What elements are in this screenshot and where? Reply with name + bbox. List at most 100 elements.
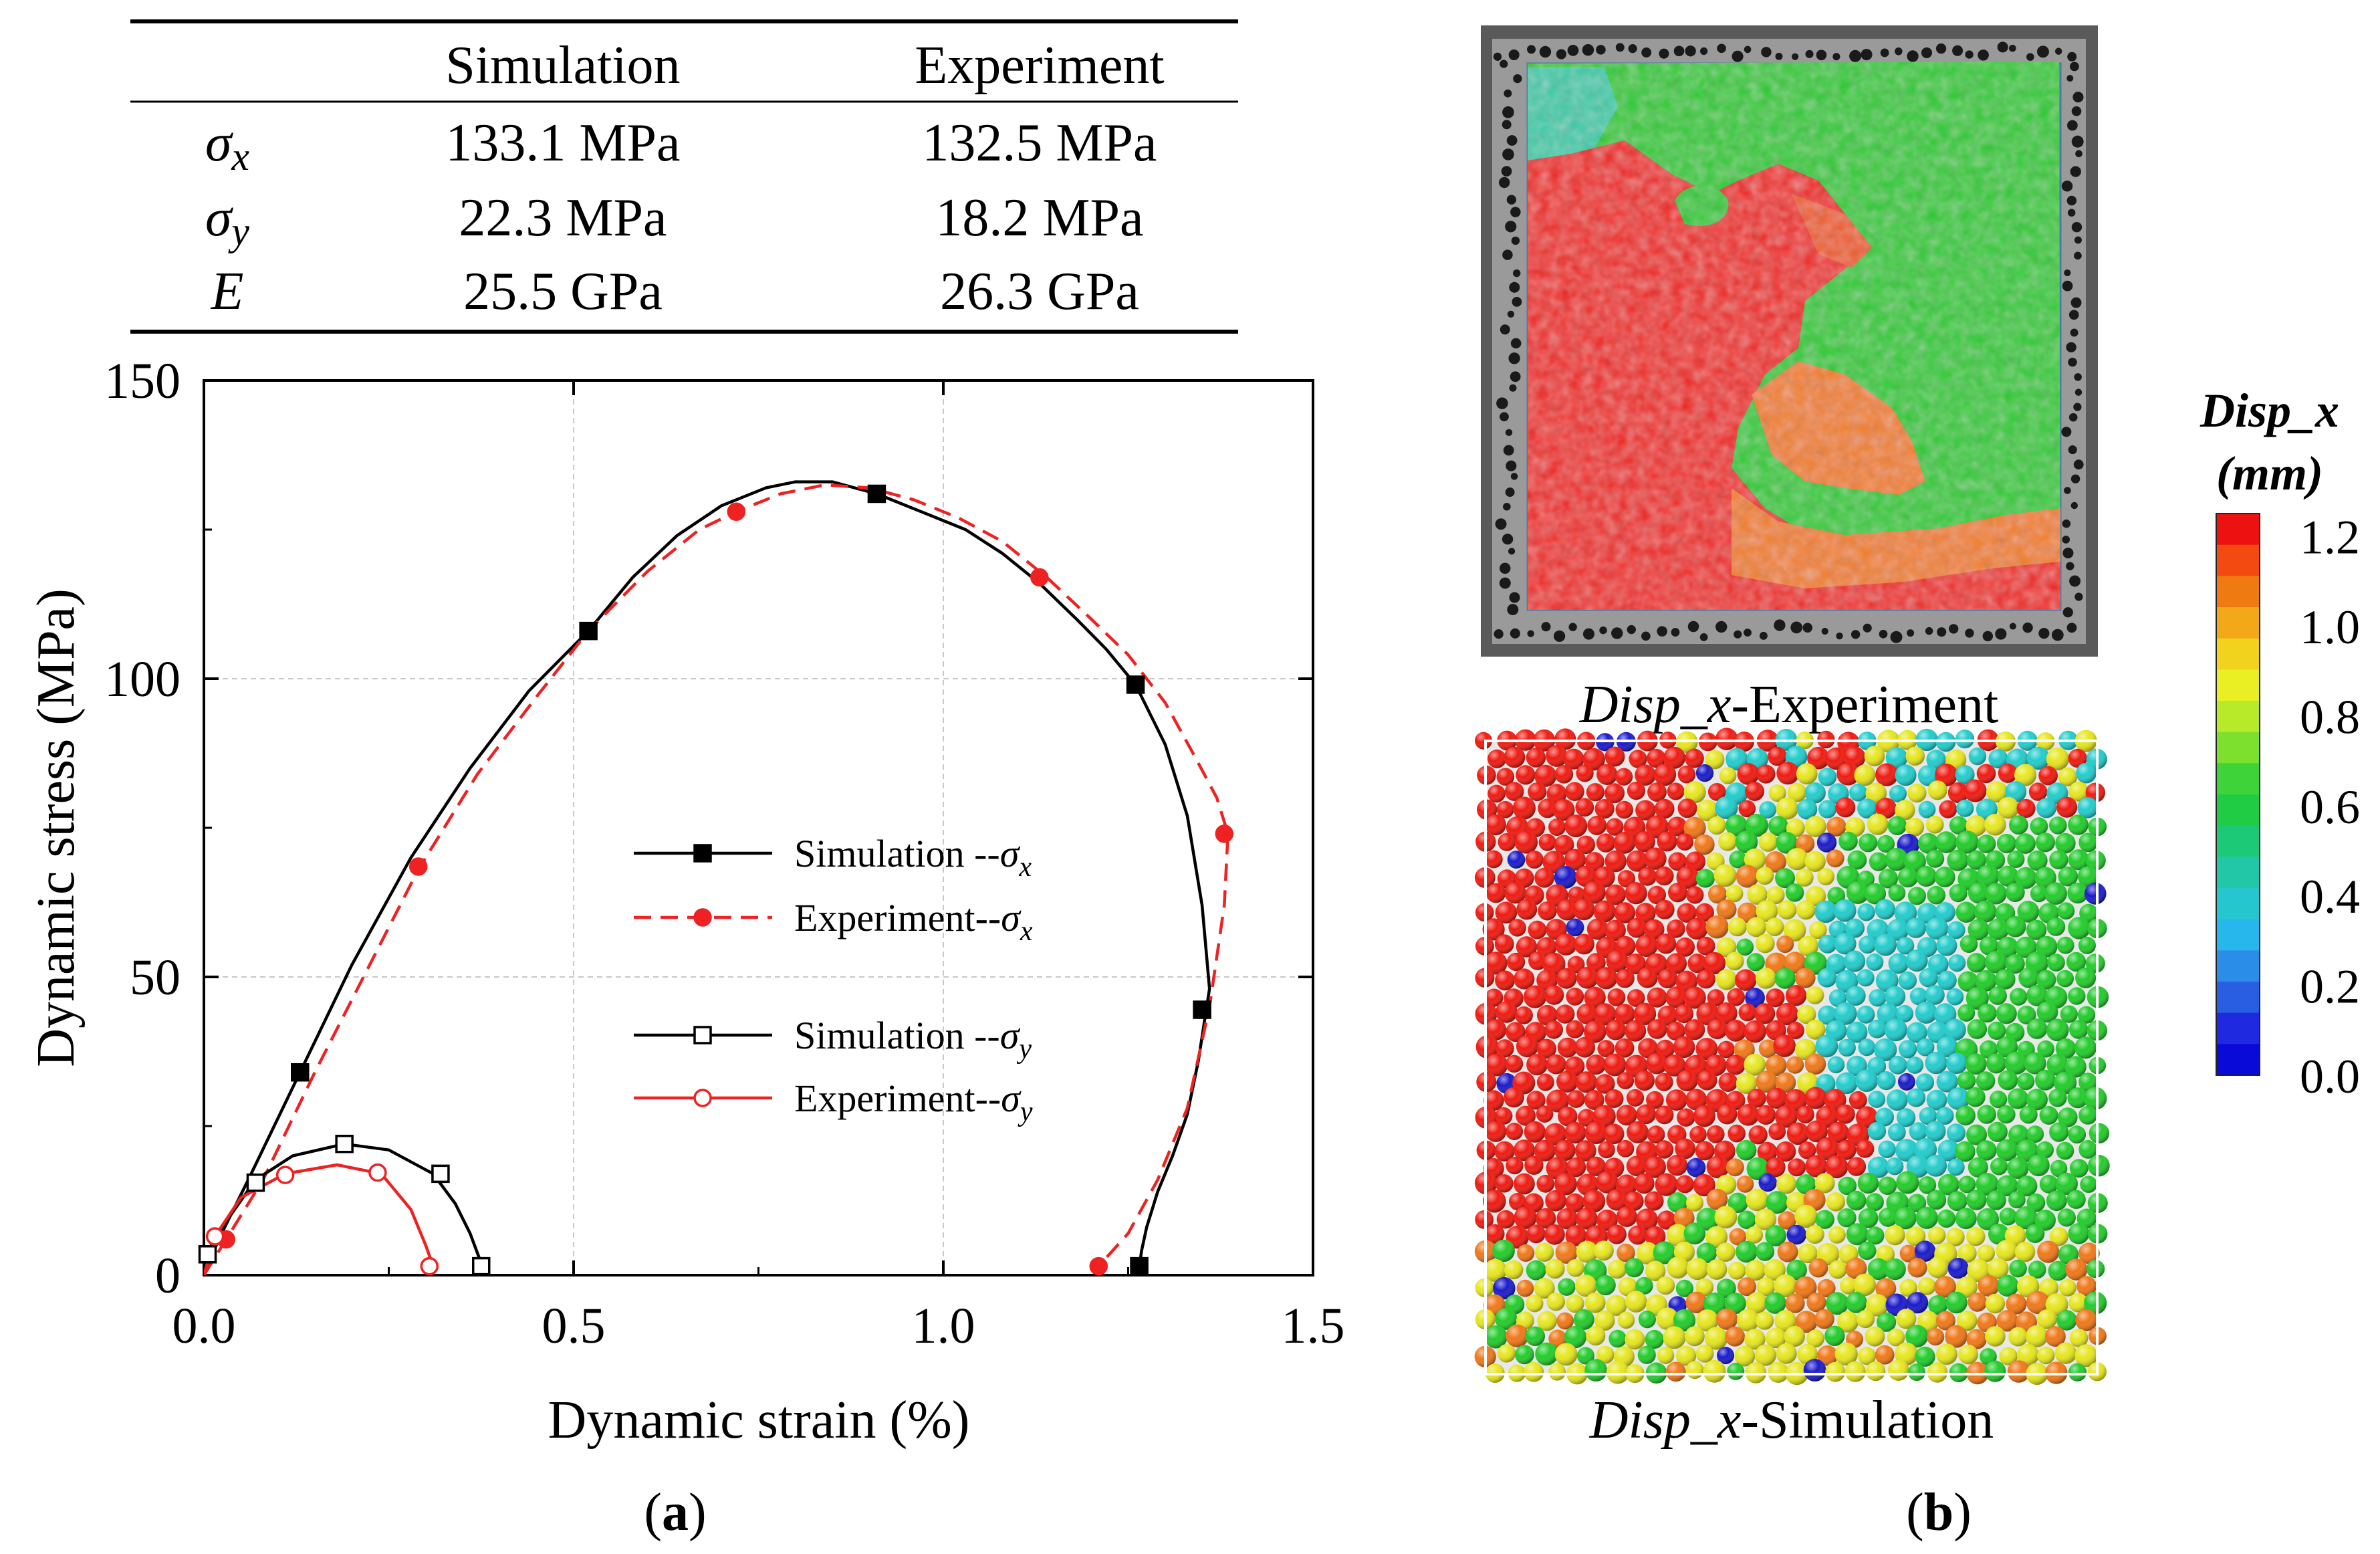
frame-dot	[1503, 445, 1514, 456]
particle-shade	[2006, 1293, 2027, 1315]
frame-dot	[1505, 487, 1515, 497]
particle-shade	[1844, 950, 1866, 972]
table-cell: 132.5 MPa	[922, 114, 1157, 173]
particle-shade	[1675, 1175, 1694, 1194]
particle-shade	[1906, 1022, 1927, 1043]
particle-shade	[1925, 917, 1949, 940]
particle-shade	[1874, 1038, 1897, 1061]
particle-shade	[1706, 1259, 1728, 1280]
frame-dot	[1627, 625, 1636, 635]
data-point	[368, 1163, 387, 1182]
particle-shade	[1596, 764, 1618, 786]
particle-shade	[1774, 1310, 1796, 1332]
particle-shade	[1634, 1070, 1655, 1091]
particle-shade	[1855, 1069, 1879, 1092]
plot-frame	[203, 379, 1314, 1276]
table-cell: 25.5 GPa	[463, 262, 663, 321]
particle-shade	[1955, 765, 1975, 784]
particle-shade	[1794, 1276, 1817, 1299]
particle-shade	[1598, 1141, 1615, 1159]
particle-shade	[1878, 1176, 1897, 1196]
particle-shade	[1728, 1192, 1748, 1214]
particle-shade	[1974, 900, 1997, 923]
particle-shade	[1716, 937, 1737, 958]
particle-shade	[1766, 1191, 1789, 1214]
particle-shade	[1663, 1326, 1686, 1349]
frame-dot	[1510, 338, 1522, 349]
particle-shade	[1968, 1157, 1988, 1178]
particle-shade	[1564, 1121, 1586, 1144]
frame-dot	[1511, 236, 1520, 245]
data-point	[291, 1063, 310, 1082]
particle-shade	[1615, 969, 1635, 988]
particle-shade	[1716, 899, 1737, 920]
particle-shade	[1663, 1054, 1686, 1077]
particle-shade	[1946, 988, 1964, 1006]
frame-dot	[1502, 249, 1513, 260]
particle-shade	[1828, 989, 1847, 1007]
particle-shade	[1555, 1241, 1578, 1264]
particle-shade	[1858, 1208, 1879, 1228]
particle-shade	[1905, 1226, 1926, 1246]
particle-shade	[1644, 1156, 1667, 1178]
particle-shade	[2016, 1343, 2039, 1366]
particle-shade	[1516, 936, 1538, 958]
particle-shade	[2077, 797, 2099, 818]
frame-dot	[1861, 49, 1873, 61]
particle-shade	[1835, 797, 1856, 818]
particle-shade	[2030, 885, 2048, 903]
particle-shade	[2086, 1259, 2105, 1279]
frame-dot	[1496, 397, 1508, 409]
frame-dot	[1502, 534, 1514, 545]
data-point	[335, 1135, 354, 1153]
particle-shade	[1719, 767, 1737, 784]
particle-shade	[1935, 902, 1955, 923]
particle-shade	[1495, 901, 1518, 924]
particle-shade	[1736, 1176, 1754, 1193]
particle-shade	[1745, 782, 1765, 801]
frame-dot	[1673, 45, 1685, 57]
particle-shade	[2057, 902, 2075, 920]
particle-shade	[1638, 1038, 1658, 1059]
particle-shade	[1666, 1021, 1685, 1041]
frame-dot	[1499, 562, 1511, 574]
particle-shade	[1824, 1089, 1847, 1111]
particle-shade	[1586, 1156, 1606, 1176]
particle-shade	[1635, 800, 1656, 821]
frame-dot	[2070, 62, 2079, 72]
particle-shade	[1818, 935, 1837, 954]
particle-shade	[1776, 935, 1794, 954]
particle-shade	[1557, 1037, 1578, 1058]
particle-shade	[1737, 1104, 1760, 1126]
particle-shade	[1615, 768, 1633, 786]
particle-shade	[1837, 1311, 1859, 1333]
particle-shade	[1998, 1070, 2018, 1091]
y-axis-label: Dynamic stress (MPa)	[27, 588, 86, 1067]
particle-shade	[1616, 1206, 1637, 1227]
particle-shade	[1525, 1326, 1545, 1347]
particle-shade	[1807, 746, 1830, 770]
particle-shade	[1846, 1021, 1868, 1043]
particle-shade	[1514, 968, 1535, 990]
legend-entry: Experiment--σy	[794, 1077, 1033, 1127]
particle-shade	[1726, 952, 1744, 971]
particle-shade	[1809, 921, 1827, 939]
particle-shade	[1595, 1074, 1615, 1094]
particle-shade	[1768, 746, 1787, 766]
particle-shade	[1804, 1087, 1827, 1109]
particle-shade	[1919, 1107, 1937, 1125]
particle-shade	[1927, 885, 1945, 905]
particle-shade	[2050, 1159, 2068, 1178]
particle-shade	[1576, 1240, 1598, 1263]
particle-shade	[2077, 866, 2099, 887]
particle-shade	[1717, 1279, 1736, 1299]
particle-shade	[1677, 1108, 1695, 1127]
frame-dot	[1506, 135, 1518, 146]
particle-shade	[1686, 917, 1708, 940]
particle-shade	[1845, 1257, 1867, 1279]
particle-shade	[1667, 1192, 1688, 1213]
particle-shade	[2005, 781, 2027, 802]
particle-shade	[1594, 1240, 1614, 1261]
particle-shade	[2068, 748, 2087, 768]
particle-shade	[1855, 1106, 1878, 1129]
